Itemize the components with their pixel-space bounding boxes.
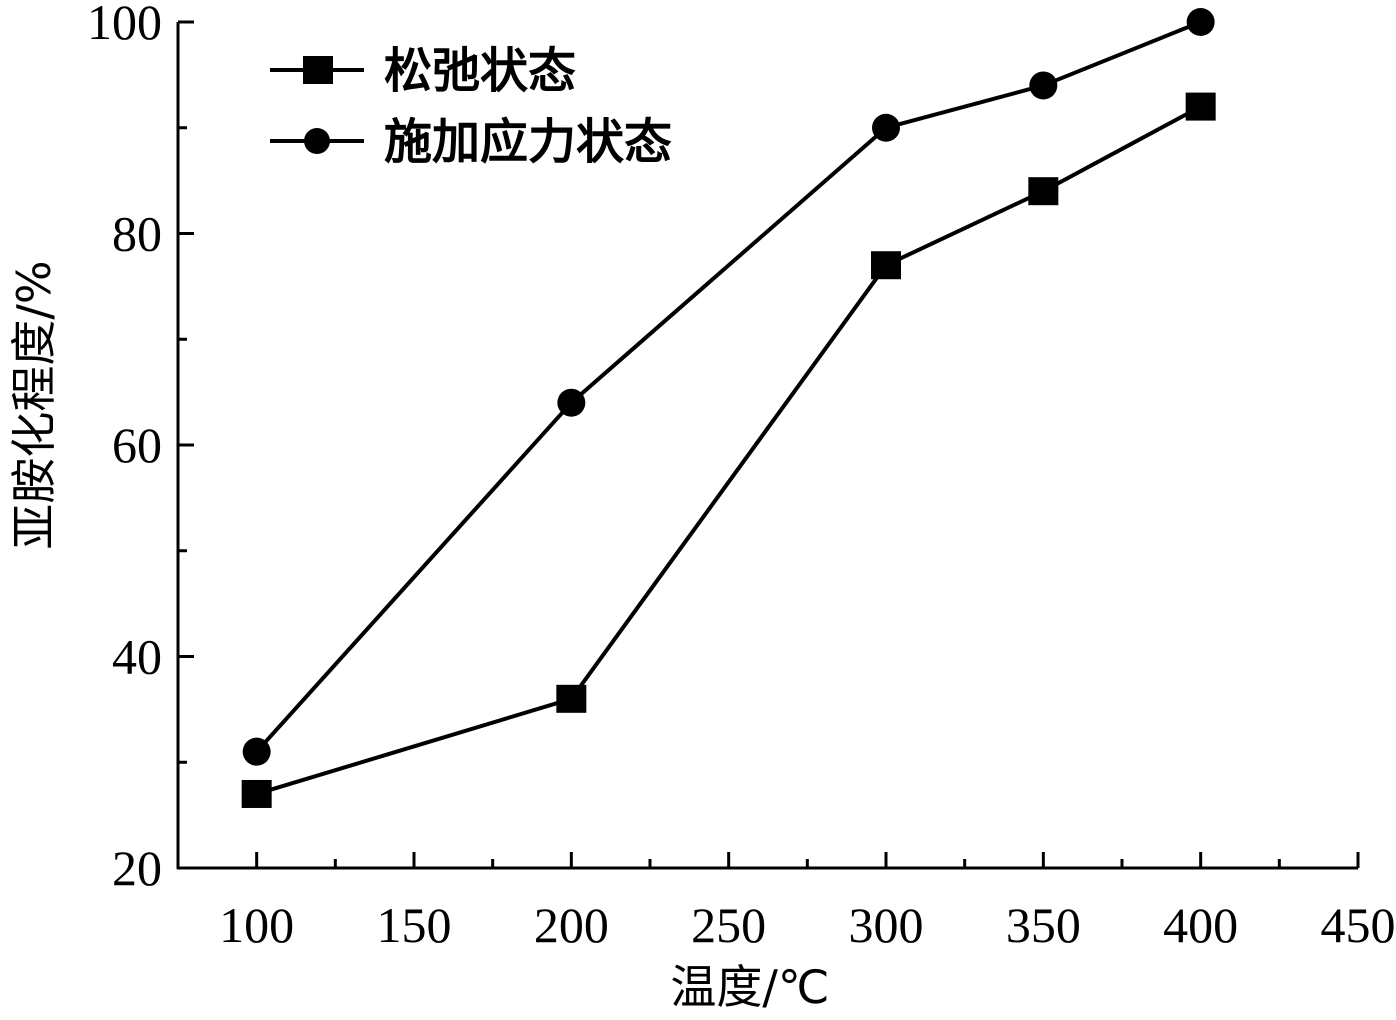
data-point-square xyxy=(1185,92,1216,121)
series-line xyxy=(256,104,1202,796)
y-tick-label: 80 xyxy=(112,206,162,262)
x-axis-title: 温度/℃ xyxy=(670,960,829,1014)
y-axis-ticks: 20 40 60 80 100 xyxy=(87,0,194,896)
y-tick-label: 40 xyxy=(112,629,162,685)
legend-marker-circle xyxy=(304,128,330,154)
data-point-square xyxy=(241,779,272,808)
x-tick-label: 100 xyxy=(219,897,294,953)
y-tick-label: 100 xyxy=(87,0,162,50)
data-point-circle xyxy=(242,737,271,766)
series-layer xyxy=(241,8,1216,808)
legend-item: 施加应力状态 xyxy=(270,114,672,170)
x-tick-label: 350 xyxy=(1006,897,1081,953)
x-tick-label: 450 xyxy=(1321,897,1396,953)
legend-label: 施加应力状态 xyxy=(384,114,672,170)
data-point-circle xyxy=(1186,8,1215,36)
x-tick-label: 400 xyxy=(1163,897,1238,953)
legend-item: 松弛状态 xyxy=(270,43,576,99)
data-point-square xyxy=(556,684,587,713)
data-point-circle xyxy=(1029,71,1058,100)
series-1 xyxy=(241,92,1216,808)
legend-marker-square xyxy=(303,56,333,84)
data-point-circle xyxy=(872,113,900,142)
data-point-circle xyxy=(557,388,586,417)
legend-label: 松弛状态 xyxy=(384,43,576,99)
y-tick-label: 20 xyxy=(112,840,162,896)
x-tick-label: 300 xyxy=(849,897,924,953)
data-point-square xyxy=(871,251,901,280)
series-2 xyxy=(242,8,1215,766)
y-axis-title: 亚胺化程度/% xyxy=(7,260,61,549)
y-tick-label: 60 xyxy=(112,417,162,473)
axes xyxy=(176,22,1358,870)
x-tick-label: 150 xyxy=(377,897,452,953)
data-point-square xyxy=(1028,177,1059,206)
x-tick-label: 250 xyxy=(691,897,766,953)
x-tick-label: 200 xyxy=(534,897,609,953)
x-axis-ticks: 100 150 200 250 300 350 400 450 xyxy=(219,852,1396,953)
